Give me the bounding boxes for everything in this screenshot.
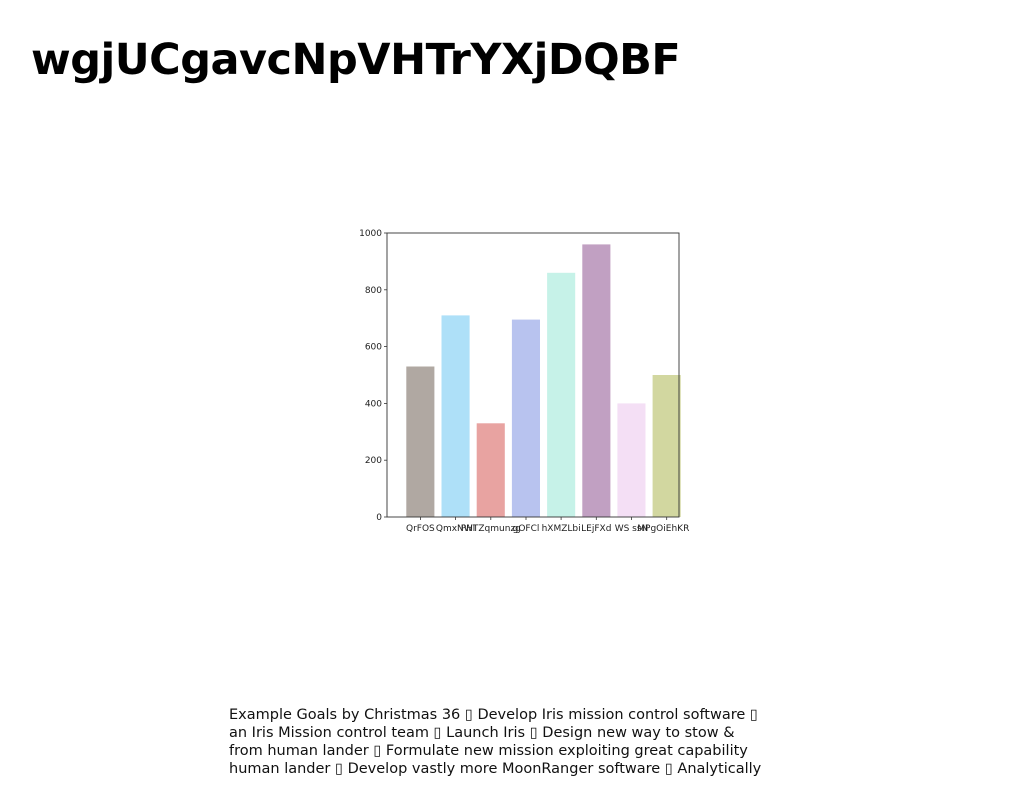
y-tick-label: 800 [365, 286, 382, 296]
y-tick-label: 200 [365, 456, 382, 466]
y-tick-label: 400 [365, 399, 382, 409]
bar-chart: QrFOS QmxNWI PHTZqmunzg gOFCl hXMZLbi LEjFXd W… [340, 222, 696, 542]
bar-phtzqmunzg [476, 423, 505, 517]
plot-frame [386, 232, 680, 518]
bar-hxmzlbi [547, 272, 576, 517]
x-tick-label: gOFCl [513, 524, 540, 534]
y-tick-label: 1000 [359, 229, 382, 239]
x-tick-label: QmxNWI [436, 524, 475, 534]
slide-title: wgjUCgavcNpVHTrYXjDQBF [31, 35, 681, 85]
y-tick-label: 600 [365, 343, 382, 353]
x-tick-label: LEjFXd [581, 524, 611, 534]
x-tick-label: hXMZLbi [542, 524, 581, 534]
bar-qmxnwi [441, 315, 470, 517]
bar-gofcl [511, 319, 540, 517]
bar-qrfos [406, 366, 435, 517]
caption-line: from human lander ▯ Formulate new missio… [229, 743, 748, 759]
y-tick-label: 0 [376, 513, 382, 523]
caption-line: Example Goals by Christmas 36 ▯ Develop … [229, 707, 758, 723]
x-tick-label: MPgOiEhKRH [637, 524, 690, 534]
bar-ws-ssn [617, 403, 646, 517]
caption-line: an Iris Mission control team ▯ Launch Ir… [229, 725, 735, 741]
x-tick-label: QrFOS [406, 524, 435, 534]
caption-text: Example Goals by Christmas 36 ▯ Develop … [229, 706, 762, 778]
bar-mpgoiehkrh [652, 375, 681, 517]
x-tick-label: PHTZqmunzg [461, 524, 521, 534]
bar-lejfxd [582, 244, 611, 517]
x-tick-label: WS ssN [615, 524, 649, 534]
caption-line: human lander ▯ Develop vastly more MoonR… [229, 761, 762, 777]
